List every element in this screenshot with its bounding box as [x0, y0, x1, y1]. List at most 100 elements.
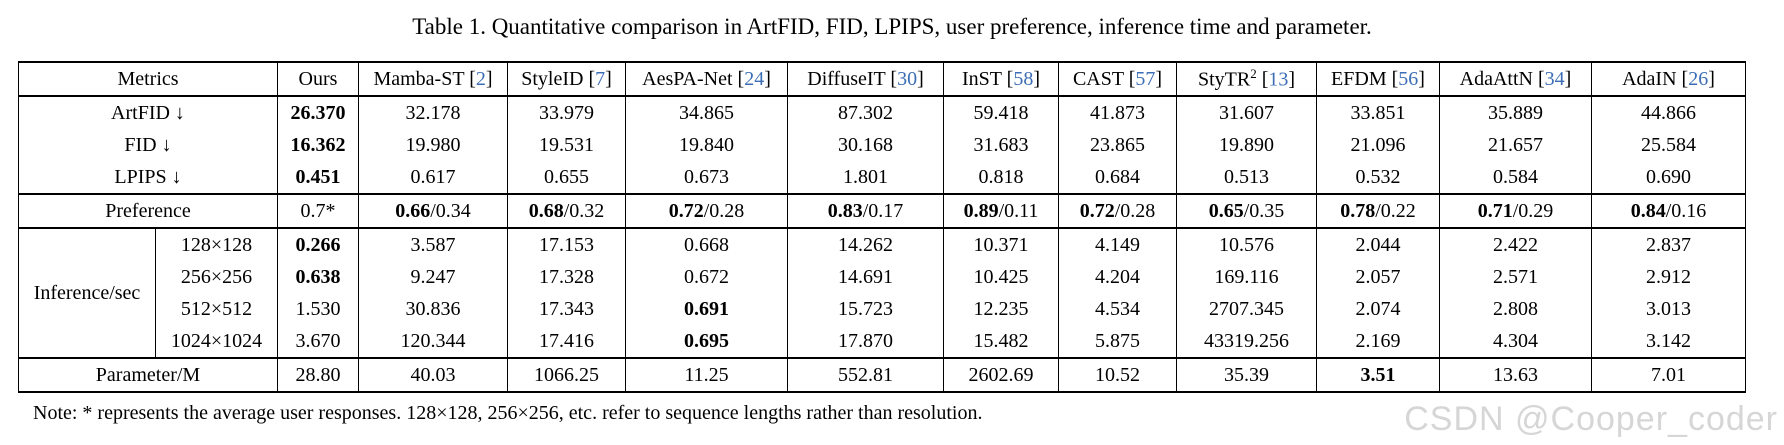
row-label: Parameter/M	[18, 357, 278, 392]
cell-value: 2.837	[1646, 233, 1691, 256]
table-cell: 26.370	[277, 96, 359, 129]
cell-value: 1066.25	[534, 363, 599, 386]
table-cell: 2.912	[1591, 261, 1746, 293]
table-cell: 3.670	[277, 325, 359, 358]
cell-value: 0.66	[395, 199, 431, 222]
cell-value: 0.695	[684, 329, 729, 352]
cell-value: 120.344	[400, 329, 466, 352]
column-label: Ours	[298, 67, 338, 90]
table-cell: 87.302	[787, 96, 944, 129]
cell-value: 28.80	[295, 363, 341, 386]
table-cell: 0.71/0.29	[1439, 193, 1592, 228]
table-cell: 33.851	[1316, 96, 1440, 129]
column-label: EFDM	[1331, 67, 1387, 90]
cell-value: 0.617	[410, 165, 456, 188]
row-sublabel: 128×128	[155, 227, 278, 261]
table-row: LPIPS ↓ 0.451 0.617 0.655 0.673 1.801 0.818 0.6…	[19, 161, 1746, 194]
cell-value: 0.78	[1340, 199, 1376, 222]
table-cell: 21.657	[1439, 129, 1592, 161]
table-row: ArtFID ↓ 26.370 32.178 33.979 34.865 87.302 59…	[19, 96, 1746, 129]
cell-value: 14.691	[838, 265, 893, 288]
cell-value: 30.836	[405, 297, 461, 320]
table-cell: 12.235	[943, 293, 1059, 325]
cell-value: 19.980	[405, 133, 461, 156]
cell-value: 15.482	[973, 329, 1029, 352]
table-cell: 3.51	[1316, 357, 1440, 392]
table-cell: 0.617	[358, 161, 508, 194]
cell-value: 59.418	[973, 101, 1029, 124]
table-body: ArtFID ↓ 26.370 32.178 33.979 34.865 87.302 59…	[18, 96, 1746, 392]
cell-value: 4.534	[1095, 297, 1140, 320]
cell-value: 2707.345	[1209, 297, 1284, 320]
citation-number: 58	[1013, 67, 1034, 90]
cell-value-suffix: /0.35	[1243, 199, 1285, 222]
table-cell: 2.044	[1316, 227, 1440, 261]
table-cell: 3.142	[1591, 325, 1746, 358]
cell-value: 4.204	[1095, 265, 1140, 288]
cell-value: 0.266	[295, 233, 341, 256]
cell-value: 2.169	[1355, 329, 1401, 352]
cell-value: 2602.69	[968, 363, 1034, 386]
table-row: 256×256 0.638 9.247 17.328 0.672 14.691 10.425…	[19, 261, 1746, 293]
cell-value: 0.672	[684, 265, 729, 288]
cell-value: 35.889	[1488, 101, 1543, 124]
table-cell: 2.837	[1591, 227, 1746, 261]
column-label: AdaIN	[1622, 67, 1677, 90]
cell-value: 10.576	[1219, 233, 1274, 256]
table-cell: 28.80	[277, 357, 359, 392]
cell-value: 2.571	[1493, 265, 1538, 288]
table-cell: 2.808	[1439, 293, 1592, 325]
cell-value: 1.801	[843, 165, 888, 188]
cell-value: 0.638	[295, 265, 341, 288]
cell-value: 7.01	[1651, 363, 1686, 386]
table-cell: 9.247	[358, 261, 508, 293]
cell-value: 0.68	[528, 199, 564, 222]
cell-value: 9.247	[410, 265, 456, 288]
table-cell: 25.584	[1591, 129, 1746, 161]
cell-value: 19.531	[539, 133, 594, 156]
cell-value: 30.168	[838, 133, 893, 156]
table-cell: 4.304	[1439, 325, 1592, 358]
cell-value: 0.7*	[300, 199, 336, 222]
citation-number: 7	[595, 67, 606, 90]
cell-value: 17.343	[539, 297, 594, 320]
table-cell: 0.684	[1058, 161, 1177, 194]
cell-value: 0.655	[544, 165, 589, 188]
table-cell: 0.655	[507, 161, 626, 194]
table-cell: 31.683	[943, 129, 1059, 161]
table-cell: 43319.256	[1176, 325, 1317, 358]
table-cell: 30.168	[787, 129, 944, 161]
table-cell: 2707.345	[1176, 293, 1317, 325]
table-cell: 32.178	[358, 96, 508, 129]
cell-value: 0.72	[1079, 199, 1115, 222]
table-cell: 17.343	[507, 293, 626, 325]
cell-value: 2.912	[1646, 265, 1691, 288]
cell-value-suffix: /0.16	[1665, 199, 1707, 222]
csdn-watermark: CSDN @Cooper_coder	[1404, 400, 1778, 438]
cell-value-suffix: /0.32	[563, 199, 605, 222]
table-cell: 19.980	[358, 129, 508, 161]
table-cell: 21.096	[1316, 129, 1440, 161]
table-cell: 0.584	[1439, 161, 1592, 194]
table-cell: 0.68/0.32	[507, 193, 626, 228]
table-cell: 2.057	[1316, 261, 1440, 293]
row-label: ArtFID ↓	[111, 101, 185, 124]
column-header: Mamba-ST [2]	[358, 62, 508, 97]
cell-value: 13.63	[1493, 363, 1538, 386]
cell-value: 169.116	[1214, 265, 1279, 288]
citation-number: 24	[744, 67, 765, 90]
table-row: 512×512 1.530 30.836 17.343 0.691 15.723 12.23…	[19, 293, 1746, 325]
table-cell: 0.65/0.35	[1176, 193, 1317, 228]
cell-value: 3.51	[1360, 363, 1396, 386]
table-cell: 0.72/0.28	[625, 193, 788, 228]
citation-number: 56	[1398, 67, 1419, 90]
cell-value: 34.865	[679, 101, 734, 124]
column-label: Mamba-ST	[373, 67, 465, 90]
table-cell: 0.818	[943, 161, 1059, 194]
table-cell: 1.801	[787, 161, 944, 194]
table-cell: 19.531	[507, 129, 626, 161]
cell-value: 17.870	[838, 329, 893, 352]
cell-value: 0.690	[1646, 165, 1691, 188]
cell-value: 0.532	[1355, 165, 1401, 188]
cell-value: 35.39	[1224, 363, 1269, 386]
